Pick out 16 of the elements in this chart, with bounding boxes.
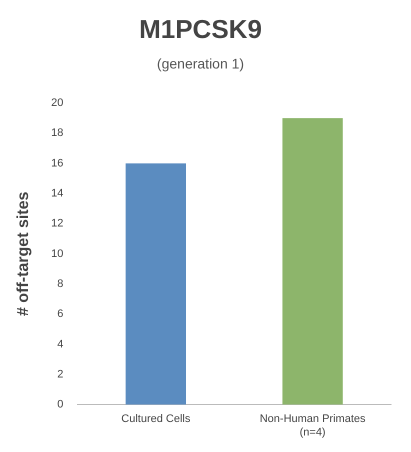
y-axis-title: # off-target sites	[15, 191, 32, 316]
y-tick-label: 16	[51, 157, 64, 170]
y-tick-label: 2	[57, 368, 64, 380]
y-tick-label: 12	[51, 218, 64, 230]
chart-title: M1PCSK9	[139, 14, 262, 44]
y-tick-label: 6	[57, 308, 64, 320]
y-tick-label: 0	[57, 398, 64, 411]
x-tick-label: Non-Human Primates (n=4)	[260, 413, 366, 438]
y-tick-label: 14	[51, 188, 64, 200]
y-tick-label: 18	[51, 127, 64, 140]
chart-subtitle: (generation 1)	[156, 55, 244, 72]
y-tick-label: 8	[57, 278, 64, 290]
y-tick-label: 20	[51, 97, 64, 110]
y-tick-label: 10	[51, 248, 64, 260]
y-tick-label: 4	[57, 338, 64, 350]
x-tick-label: Cultured Cells	[121, 413, 191, 426]
